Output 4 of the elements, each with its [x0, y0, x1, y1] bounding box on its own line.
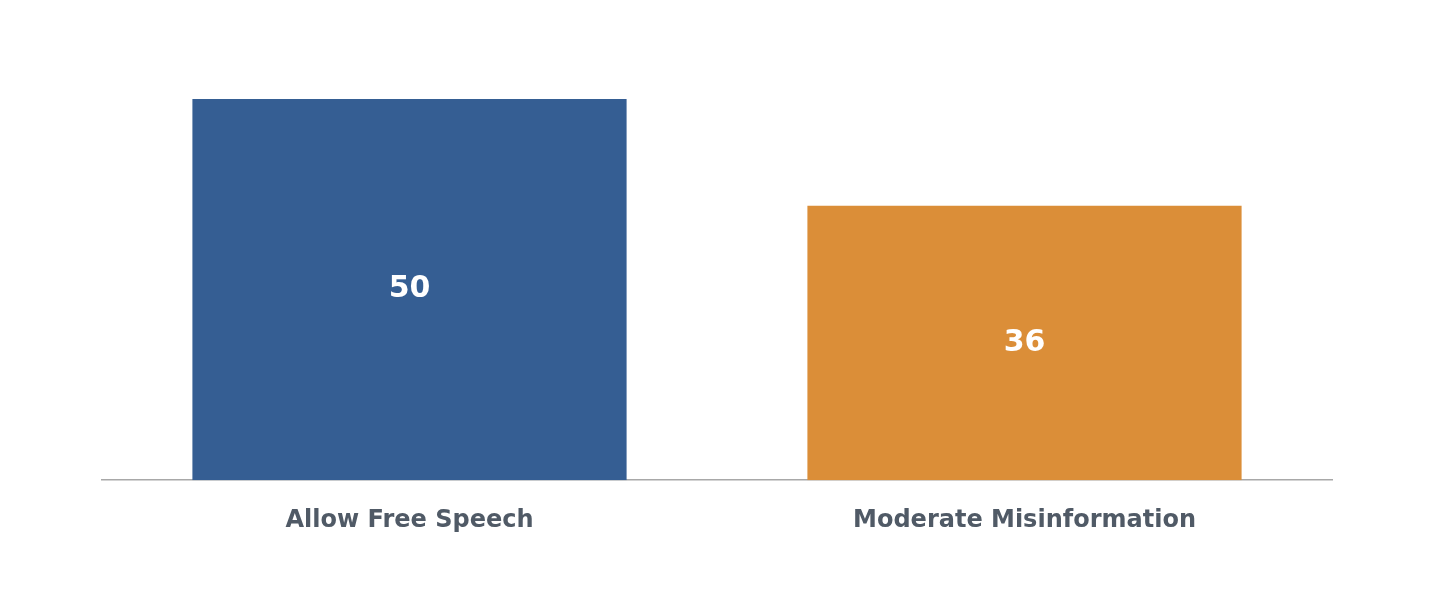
- data-label: 36: [1003, 322, 1046, 358]
- x-tick-label: Allow Free Speech: [285, 504, 534, 533]
- x-tick-label: Moderate Misinformation: [853, 504, 1196, 533]
- data-label: 50: [388, 269, 431, 305]
